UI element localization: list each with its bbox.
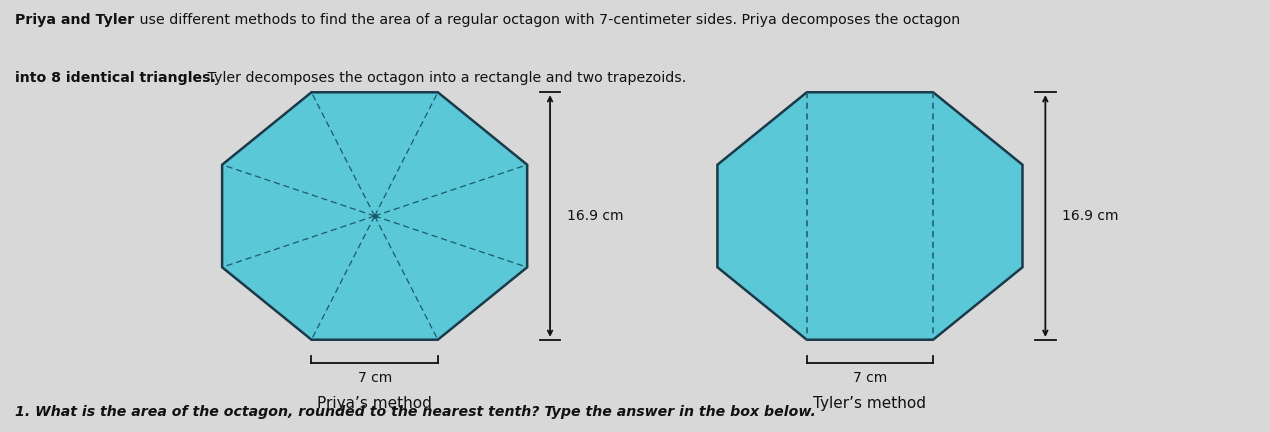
Text: 1. What is the area of the octagon, rounded to the nearest tenth? Type the answe: 1. What is the area of the octagon, roun… [15, 405, 817, 419]
Text: into 8 identical triangles.: into 8 identical triangles. [15, 71, 216, 85]
Text: 16.9 cm: 16.9 cm [566, 209, 624, 223]
Text: 7 cm: 7 cm [853, 371, 886, 385]
Text: Tyler’s method: Tyler’s method [814, 396, 926, 411]
Polygon shape [222, 92, 527, 340]
Text: Tyler decomposes the octagon into a rectangle and two trapezoids.: Tyler decomposes the octagon into a rect… [203, 71, 687, 85]
Polygon shape [718, 92, 1022, 340]
Text: Priya and Tyler: Priya and Tyler [15, 13, 135, 27]
Text: use different methods to find the area of a regular octagon with 7-centimeter si: use different methods to find the area o… [135, 13, 960, 27]
Text: 7 cm: 7 cm [358, 371, 391, 385]
Text: 16.9 cm: 16.9 cm [1062, 209, 1119, 223]
Text: Priya’s method: Priya’s method [318, 396, 432, 411]
